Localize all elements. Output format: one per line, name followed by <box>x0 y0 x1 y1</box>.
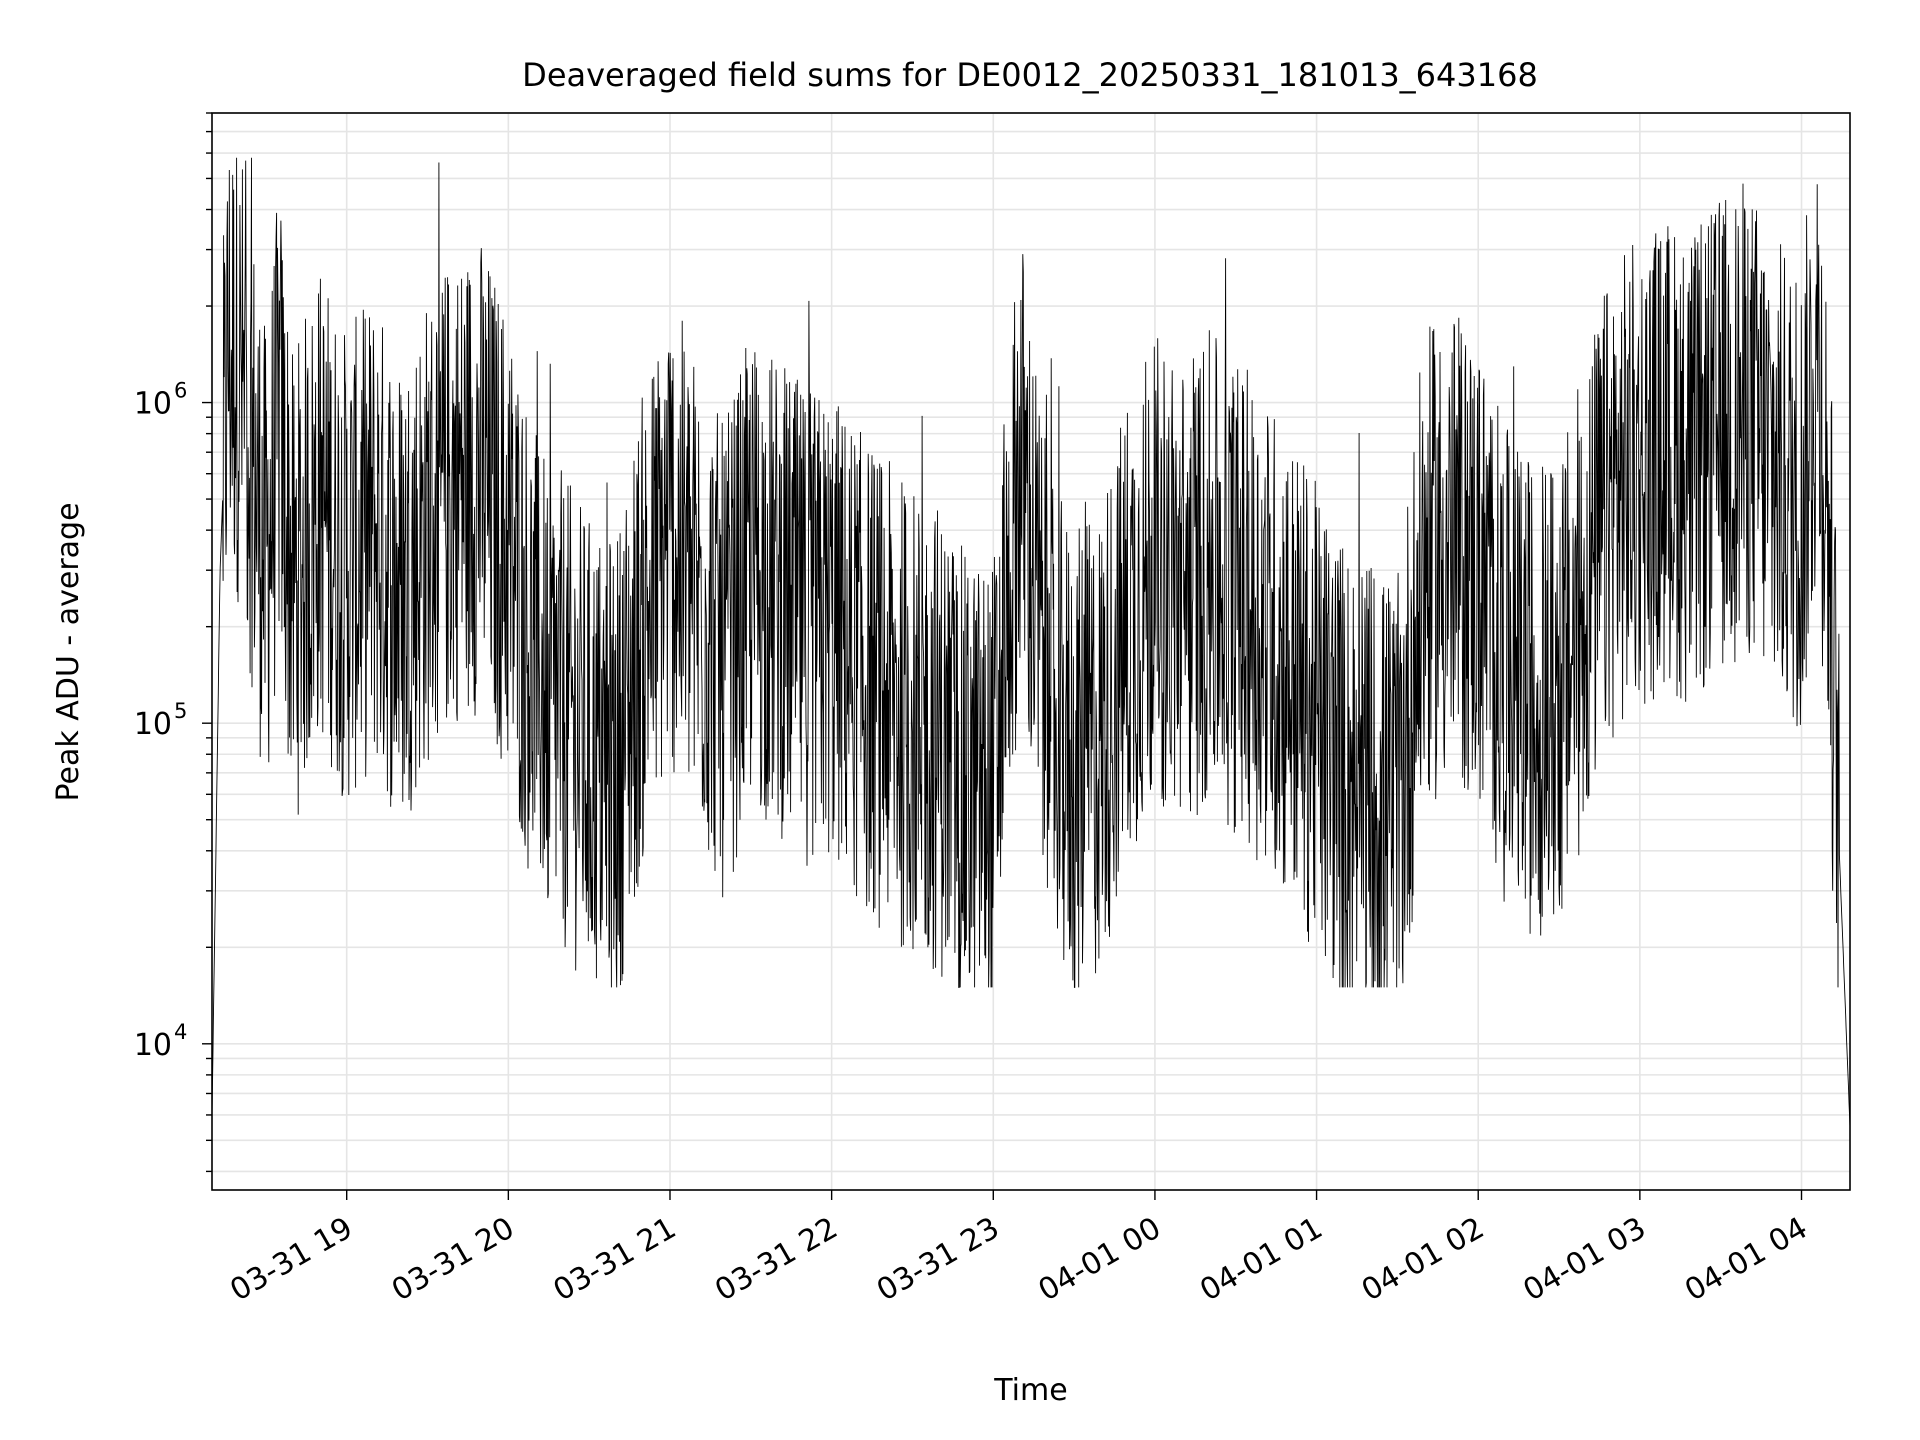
y-tick-exponent: 5 <box>174 699 187 723</box>
y-tick-exponent: 6 <box>174 379 187 403</box>
plot-area-frame <box>211 112 1851 1191</box>
series-line <box>212 157 1850 1128</box>
y-tick-label: 10 <box>134 707 172 742</box>
y-axis-label: Peak ADU - average <box>51 502 86 801</box>
y-tick-label: 10 <box>134 387 172 422</box>
y-tick-label: 10 <box>134 1028 172 1063</box>
chart-title: Deaveraged field sums for DE0012_2025033… <box>522 56 1538 94</box>
x-axis-label: Time <box>993 1373 1067 1408</box>
series-layer <box>212 157 1850 1128</box>
y-tick-exponent: 4 <box>174 1020 187 1044</box>
